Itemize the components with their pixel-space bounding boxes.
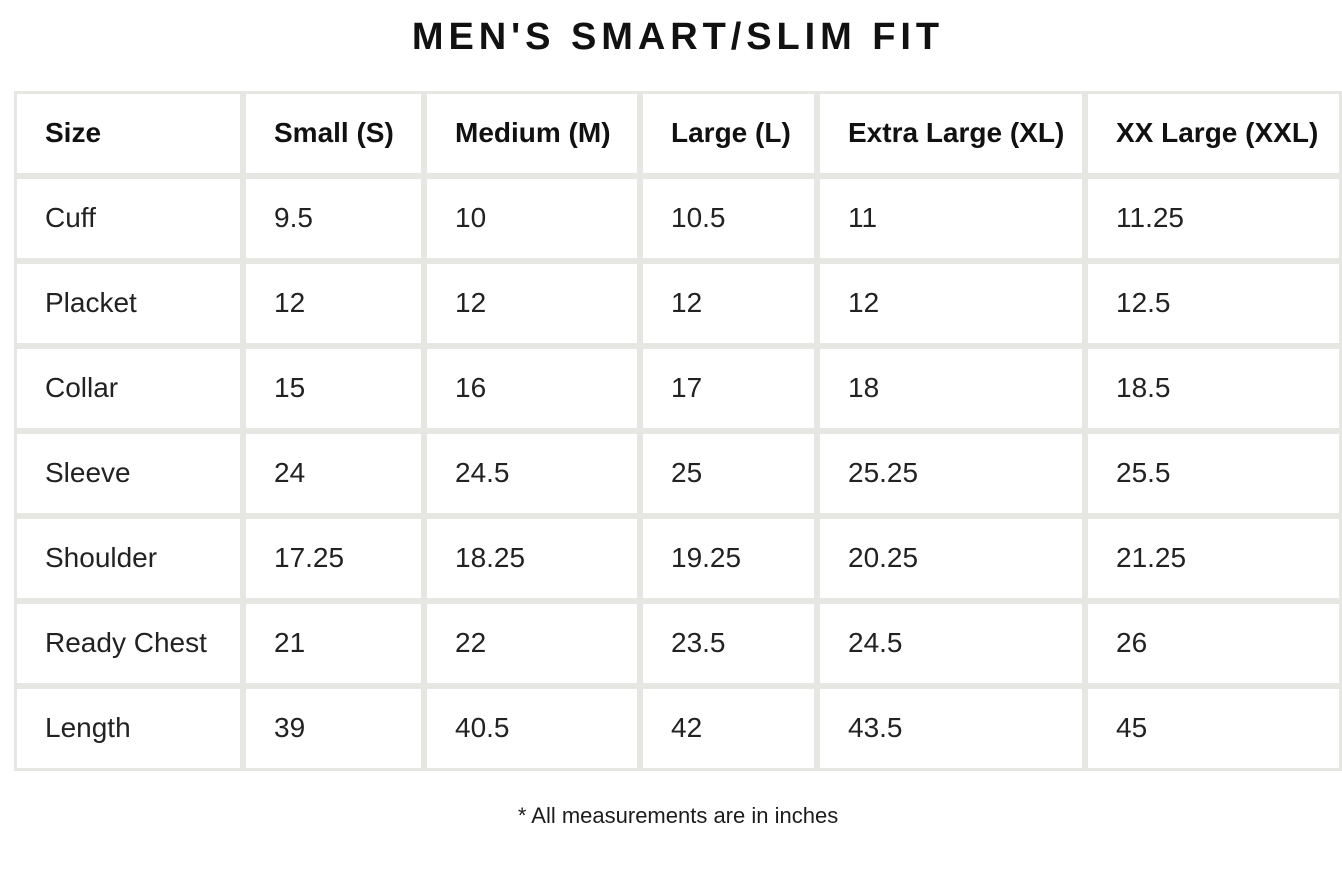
table-row-sleeve: Sleeve 24 24.5 25 25.25 25.5 <box>14 431 1342 516</box>
table-cell: 24.5 <box>424 431 640 516</box>
table-cell: 9.5 <box>243 176 424 261</box>
table-cell: 23.5 <box>640 601 817 686</box>
table-cell: 16 <box>424 346 640 431</box>
table-cell: 12.5 <box>1085 261 1342 346</box>
column-header-large: Large (L) <box>640 91 817 176</box>
table-cell: 17.25 <box>243 516 424 601</box>
header-row: Size Small (S) Medium (M) Large (L) Extr… <box>14 91 1342 176</box>
table-cell: 18 <box>817 346 1085 431</box>
table-cell: 18.5 <box>1085 346 1342 431</box>
table-cell: 15 <box>243 346 424 431</box>
table-cell: 18.25 <box>424 516 640 601</box>
table-cell: 21.25 <box>1085 516 1342 601</box>
table-cell: 17 <box>640 346 817 431</box>
table-cell: 12 <box>640 261 817 346</box>
table-row-length: Length 39 40.5 42 43.5 45 <box>14 686 1342 771</box>
table-row-shoulder: Shoulder 17.25 18.25 19.25 20.25 21.25 <box>14 516 1342 601</box>
column-header-extra-large: Extra Large (XL) <box>817 91 1085 176</box>
table-cell: 12 <box>817 261 1085 346</box>
table-cell: 22 <box>424 601 640 686</box>
table-row-ready-chest: Ready Chest 21 22 23.5 24.5 26 <box>14 601 1342 686</box>
row-label: Length <box>14 686 243 771</box>
row-label: Ready Chest <box>14 601 243 686</box>
table-cell: 21 <box>243 601 424 686</box>
table-cell: 24 <box>243 431 424 516</box>
table-cell: 39 <box>243 686 424 771</box>
table-cell: 20.25 <box>817 516 1085 601</box>
row-label: Placket <box>14 261 243 346</box>
page-title: MEN'S SMART/SLIM FIT <box>411 16 945 58</box>
column-header-size: Size <box>14 91 243 176</box>
row-label: Shoulder <box>14 516 243 601</box>
table-cell: 45 <box>1085 686 1342 771</box>
table-cell: 25 <box>640 431 817 516</box>
table-cell: 25.25 <box>817 431 1085 516</box>
table-cell: 43.5 <box>817 686 1085 771</box>
table-cell: 40.5 <box>424 686 640 771</box>
table-cell: 11.25 <box>1085 176 1342 261</box>
table-cell: 11 <box>817 176 1085 261</box>
table-row-cuff: Cuff 9.5 10 10.5 11 11.25 <box>14 176 1342 261</box>
column-header-xx-large: XX Large (XXL) <box>1085 91 1342 176</box>
table-cell: 24.5 <box>817 601 1085 686</box>
row-label: Cuff <box>14 176 243 261</box>
column-header-medium: Medium (M) <box>424 91 640 176</box>
table-row-collar: Collar 15 16 17 18 18.5 <box>14 346 1342 431</box>
table-cell: 12 <box>424 261 640 346</box>
row-label: Sleeve <box>14 431 243 516</box>
table-cell: 10 <box>424 176 640 261</box>
table-cell: 26 <box>1085 601 1342 686</box>
size-chart-table: Size Small (S) Medium (M) Large (L) Extr… <box>14 91 1342 771</box>
row-label: Collar <box>14 346 243 431</box>
measurement-note: * All measurements are in inches <box>517 803 839 828</box>
column-header-small: Small (S) <box>243 91 424 176</box>
table-cell: 25.5 <box>1085 431 1342 516</box>
table-cell: 19.25 <box>640 516 817 601</box>
table-row-placket: Placket 12 12 12 12 12.5 <box>14 261 1342 346</box>
table-cell: 10.5 <box>640 176 817 261</box>
table-cell: 12 <box>243 261 424 346</box>
table-cell: 42 <box>640 686 817 771</box>
